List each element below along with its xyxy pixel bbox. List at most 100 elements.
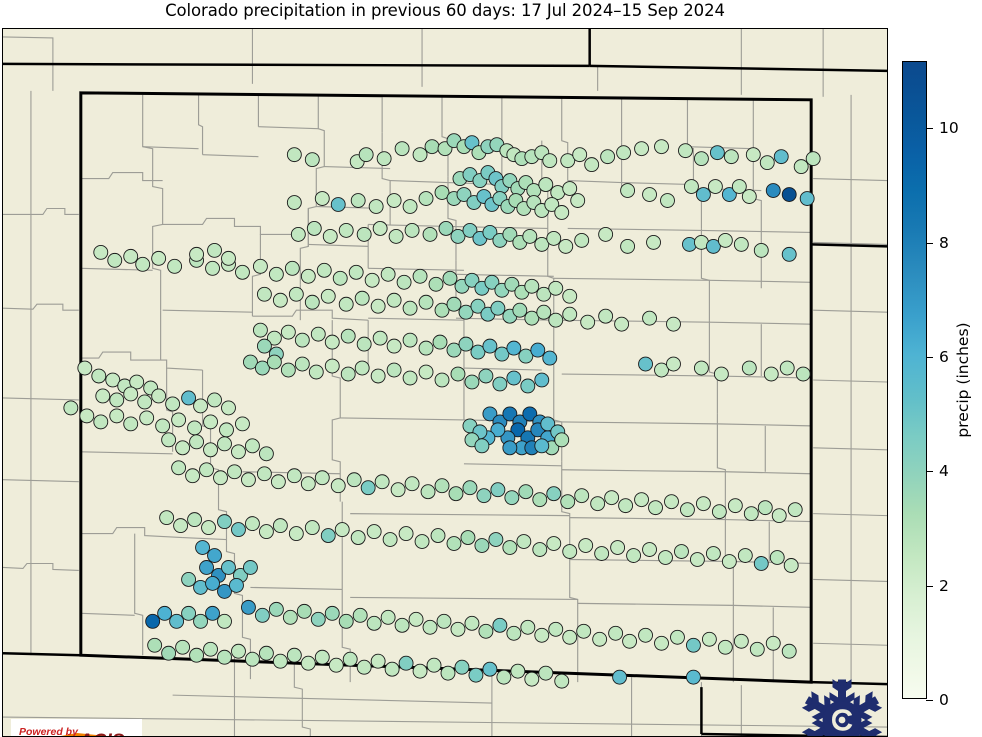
- station-marker: [366, 524, 382, 540]
- station-marker: [290, 226, 306, 242]
- colorado-climate-center-snowflake-icon: C: [798, 677, 886, 736]
- station-marker: [322, 228, 338, 244]
- station-marker: [430, 528, 446, 543]
- station-marker: [458, 304, 474, 320]
- station-marker: [422, 619, 438, 635]
- colorbar[interactable]: 0 2 4 6 8 10: [902, 61, 959, 709]
- station-marker: [324, 605, 340, 621]
- station-marker: [386, 362, 402, 378]
- station-marker: [219, 422, 234, 438]
- station-marker: [779, 360, 795, 376]
- station-marker: [763, 366, 779, 382]
- colorbar-axis-label: precip (inches): [954, 322, 972, 438]
- station-marker: [203, 641, 218, 657]
- station-marker: [434, 302, 450, 318]
- station-marker: [201, 520, 216, 536]
- station-marker: [721, 187, 737, 202]
- station-marker: [705, 546, 721, 561]
- station-marker: [787, 502, 803, 518]
- station-marker: [320, 288, 336, 304]
- station-marker: [434, 478, 450, 494]
- station-marker: [542, 153, 558, 169]
- station-marker: [542, 350, 558, 366]
- station-marker: [221, 250, 236, 266]
- station-marker: [765, 183, 781, 198]
- station-marker: [346, 472, 362, 488]
- station-marker: [286, 195, 302, 210]
- station-marker: [245, 438, 260, 454]
- station-marker: [482, 338, 498, 354]
- station-marker: [418, 364, 434, 380]
- station-marker: [382, 532, 398, 547]
- map-axes[interactable]: Powered by ACIS Regional Climate Centers: [2, 28, 888, 737]
- station-marker: [368, 199, 384, 214]
- colorbar-tick-mark: [926, 585, 933, 587]
- station-marker: [203, 414, 218, 430]
- station-marker: [316, 262, 332, 278]
- station-marker: [654, 362, 669, 378]
- station-marker: [634, 492, 649, 508]
- station-marker: [151, 250, 167, 266]
- station-marker: [440, 665, 456, 681]
- station-marker: [145, 613, 161, 629]
- station-marker: [354, 290, 370, 306]
- station-marker: [245, 651, 260, 667]
- station-marker: [753, 556, 769, 571]
- station-marker: [300, 268, 316, 284]
- station-marker: [506, 340, 522, 356]
- svg-text:ACIS: ACIS: [78, 731, 125, 737]
- colorbar-tick-label: 2: [939, 576, 949, 595]
- station-marker: [205, 576, 220, 591]
- station-marker: [304, 152, 320, 168]
- station-marker: [436, 613, 452, 629]
- station-marker: [366, 615, 382, 631]
- station-marker: [314, 649, 330, 665]
- station-marker: [354, 360, 370, 376]
- station-marker: [518, 484, 534, 500]
- station-marker: [135, 256, 151, 272]
- station-marker: [123, 416, 139, 432]
- station-marker: [207, 242, 222, 258]
- station-marker: [666, 356, 681, 372]
- station-marker: [749, 641, 765, 657]
- station-marker: [522, 228, 538, 244]
- station-marker: [524, 278, 540, 294]
- station-marker: [530, 342, 546, 358]
- station-marker: [468, 667, 484, 683]
- station-marker: [693, 151, 709, 167]
- station-marker: [646, 234, 661, 250]
- station-marker: [620, 183, 636, 198]
- station-marker: [448, 486, 464, 502]
- page-title: Colorado precipitation in previous 60 da…: [165, 1, 725, 20]
- station-marker: [350, 193, 366, 208]
- station-marker: [717, 639, 733, 655]
- station-marker: [418, 340, 434, 356]
- station-marker: [193, 398, 208, 414]
- station-marker: [165, 396, 181, 412]
- station-marker: [360, 480, 376, 496]
- station-marker: [506, 370, 522, 386]
- station-marker: [252, 322, 268, 338]
- station-marker: [721, 554, 737, 569]
- colorbar-tick-label: 6: [939, 347, 949, 366]
- station-marker: [330, 478, 346, 494]
- station-marker: [408, 611, 424, 627]
- station-marker: [598, 226, 614, 242]
- station-marker: [711, 504, 727, 520]
- colorbar-tick-label: 10: [939, 119, 959, 138]
- station-marker: [674, 544, 689, 559]
- station-marker: [139, 410, 155, 426]
- station-marker: [616, 145, 632, 161]
- station-marker: [534, 372, 550, 388]
- station-marker: [189, 246, 204, 262]
- station-marker: [614, 316, 630, 332]
- station-marker: [418, 294, 434, 310]
- station-marker: [241, 472, 256, 488]
- station-marker: [733, 236, 749, 252]
- station-marker: [123, 386, 139, 402]
- station-marker: [492, 376, 508, 392]
- station-marker: [185, 468, 201, 484]
- station-marker: [612, 669, 628, 685]
- station-marker: [254, 360, 270, 376]
- colorbar-tick-mark: [926, 471, 933, 473]
